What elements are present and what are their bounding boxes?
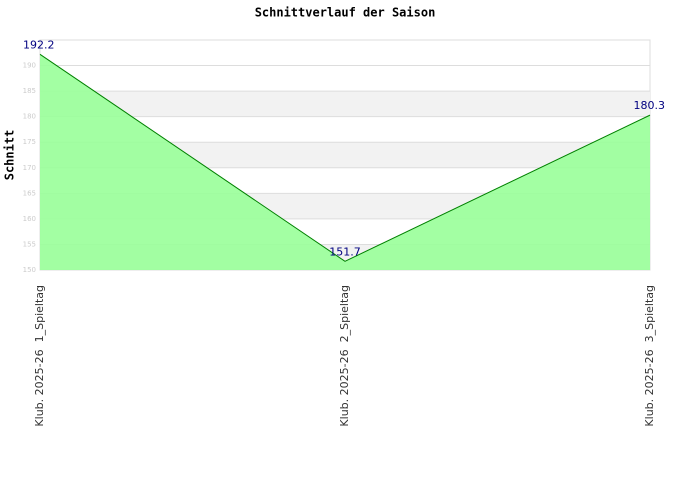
- y-axis-label: Schnitt: [3, 130, 17, 181]
- value-label: 180.3: [634, 99, 666, 112]
- y-tick-label: 180: [23, 113, 36, 121]
- y-tick-label: 165: [23, 189, 36, 197]
- x-tick-label: Klub. 2025-26 1_Spieltag: [33, 285, 46, 427]
- x-tick-label: Klub. 2025-26 3_Spieltag: [643, 285, 656, 427]
- y-tick-label: 150: [23, 266, 36, 274]
- line: [39, 53, 651, 262]
- x-tick-label: Klub. 2025-26 2_Spieltag: [338, 285, 351, 427]
- grid-band: [40, 91, 650, 117]
- value-label: 192.2: [23, 38, 55, 51]
- y-tick-label: 190: [23, 62, 36, 70]
- chart-title: Schnittverlauf der Saison: [255, 6, 436, 20]
- y-tick-label: 175: [23, 138, 36, 146]
- area: [40, 54, 650, 270]
- y-tick-label: 185: [23, 87, 36, 95]
- value-label: 151.7: [329, 245, 361, 258]
- y-tick-label: 155: [23, 240, 36, 248]
- y-tick-label: 160: [23, 215, 36, 223]
- y-tick-label: 170: [23, 164, 36, 172]
